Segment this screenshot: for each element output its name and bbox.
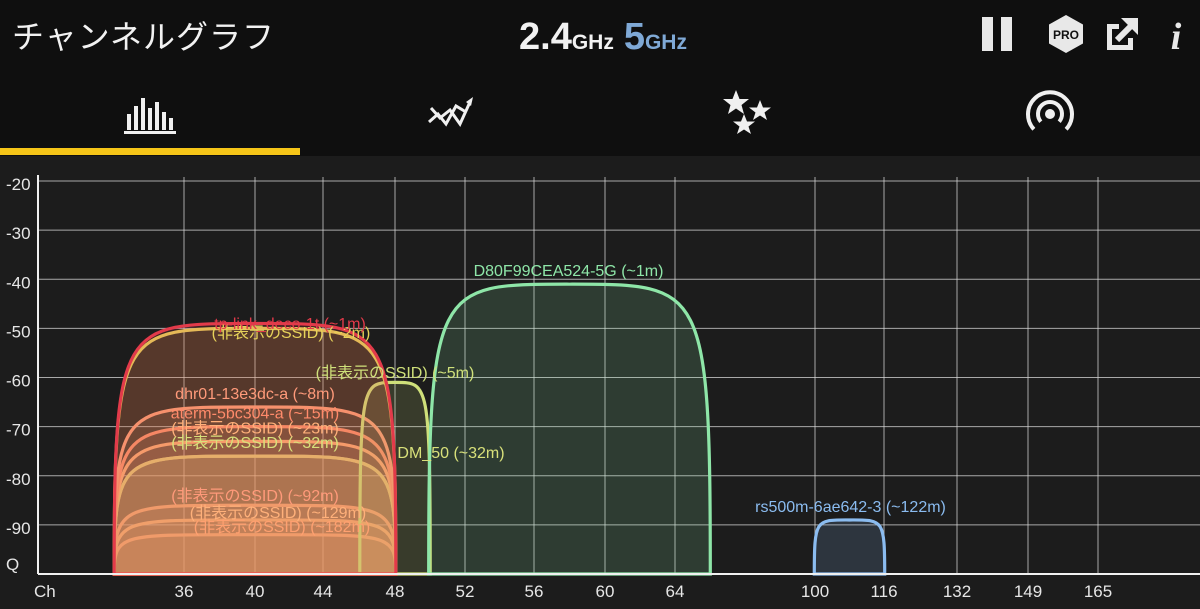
band-5ghz-unit[interactable]: GHz <box>644 31 687 54</box>
line-chart-icon <box>428 97 473 127</box>
tab-access-points[interactable] <box>900 72 1200 156</box>
y-tick-label: -50 <box>6 322 31 341</box>
network-curves <box>112 282 887 576</box>
export-icon[interactable] <box>1101 14 1141 54</box>
network-label: DM_50 (~32m) <box>397 445 504 462</box>
y-tick-label: -70 <box>6 421 31 440</box>
x-tick-label: 60 <box>596 582 615 601</box>
network-curve[interactable] <box>112 503 398 576</box>
band-2-4ghz-button[interactable]: 2.4 <box>519 16 572 58</box>
network-curve[interactable] <box>812 518 887 576</box>
tab-channel-rating[interactable] <box>600 72 900 156</box>
pause-icon[interactable] <box>978 14 1018 54</box>
network-label: tp-link_deco-1t (~1m) <box>214 316 366 333</box>
x-tick-label: 165 <box>1084 582 1112 601</box>
x-tick-label: 64 <box>666 582 685 601</box>
network-label: aterm-5bc304-a (~15m) <box>171 406 340 423</box>
x-tick-label: 40 <box>246 582 265 601</box>
network-curve[interactable] <box>112 518 398 576</box>
network-label: (非表示のSSID) (~5m) <box>316 364 475 382</box>
x-tick-label: 48 <box>386 582 405 601</box>
y-tick-label: -90 <box>6 519 31 538</box>
network-labels: (非表示のSSID) (~2m)tp-link_deco-1t (~1m) (非表… <box>171 263 946 536</box>
x-tick-label: 36 <box>175 582 194 601</box>
network-label: (非表示のSSID) (~2m) <box>212 324 371 342</box>
selected-tab-indicator <box>0 148 300 155</box>
x-tick-label: 52 <box>456 582 475 601</box>
x-tick-label: 56 <box>525 582 544 601</box>
band-5ghz-button[interactable]: 5 <box>623 16 645 58</box>
network-label: (非表示のSSID) (~182m) <box>194 518 370 536</box>
network-curve[interactable] <box>112 405 398 576</box>
info-label: i <box>1171 16 1182 54</box>
y-tick-label: -20 <box>6 175 31 194</box>
chart-grid <box>38 177 1200 574</box>
network-label: dhr01-13e3dc-a (~8m) <box>175 386 335 403</box>
network-label: (非表示のSSID) (~32m) <box>171 434 339 452</box>
y-tick-label: -80 <box>6 470 31 489</box>
tab-channel-graph[interactable] <box>0 72 300 156</box>
y-tick-label: -40 <box>6 273 31 292</box>
app-bar: チャンネルグラフ 2.4 GHz 5 GHz PRO i <box>0 0 1200 72</box>
x-tick-label: 132 <box>943 582 971 601</box>
tab-time-graph[interactable] <box>300 72 600 156</box>
y-tick-label: -30 <box>6 224 31 243</box>
info-icon[interactable]: i <box>1154 14 1194 54</box>
stars-icon <box>723 90 771 134</box>
band-toggle: 2.4 GHz 5 GHz <box>519 16 697 60</box>
x-tick-label: 100 <box>801 582 829 601</box>
channel-graph-chart[interactable]: (非表示のSSID) (~2m)tp-link_deco-1t (~1m) (非表… <box>0 156 1200 609</box>
bar-chart-icon <box>124 98 176 134</box>
x-tick-label: 116 <box>870 582 897 601</box>
network-curve[interactable] <box>427 282 712 576</box>
x-axis-label: Ch <box>34 582 56 601</box>
network-label: D80F99CEA524-5G (~1m) <box>474 263 664 280</box>
network-curve[interactable] <box>112 321 398 576</box>
signal-icon <box>1026 90 1074 131</box>
network-curve[interactable] <box>112 533 398 576</box>
app-title: チャンネルグラフ <box>12 19 276 55</box>
network-label: rs500m-6ae642-3 (~122m) <box>755 499 946 516</box>
y-tick-label: -60 <box>6 372 31 391</box>
pro-label: PRO <box>1053 28 1079 42</box>
band-2-4ghz-unit[interactable]: GHz <box>571 31 614 54</box>
chart-axes: -20 -30 -40 -50 -60 -70 -80 -90 Q 36 40 44 48 52 56 60 6… <box>6 175 1200 601</box>
pro-icon[interactable]: PRO <box>1046 14 1086 54</box>
tab-bar <box>0 72 1200 156</box>
network-label: (非表示のSSID) (~92m) <box>171 487 339 505</box>
network-label: (非表示のSSID) (~129m) <box>190 504 366 522</box>
x-tick-label: 149 <box>1014 582 1042 601</box>
y-tick-label: Q <box>6 555 19 574</box>
x-tick-label: 44 <box>314 582 333 601</box>
network-label: (非表示のSSID) (~23m) <box>171 419 339 437</box>
